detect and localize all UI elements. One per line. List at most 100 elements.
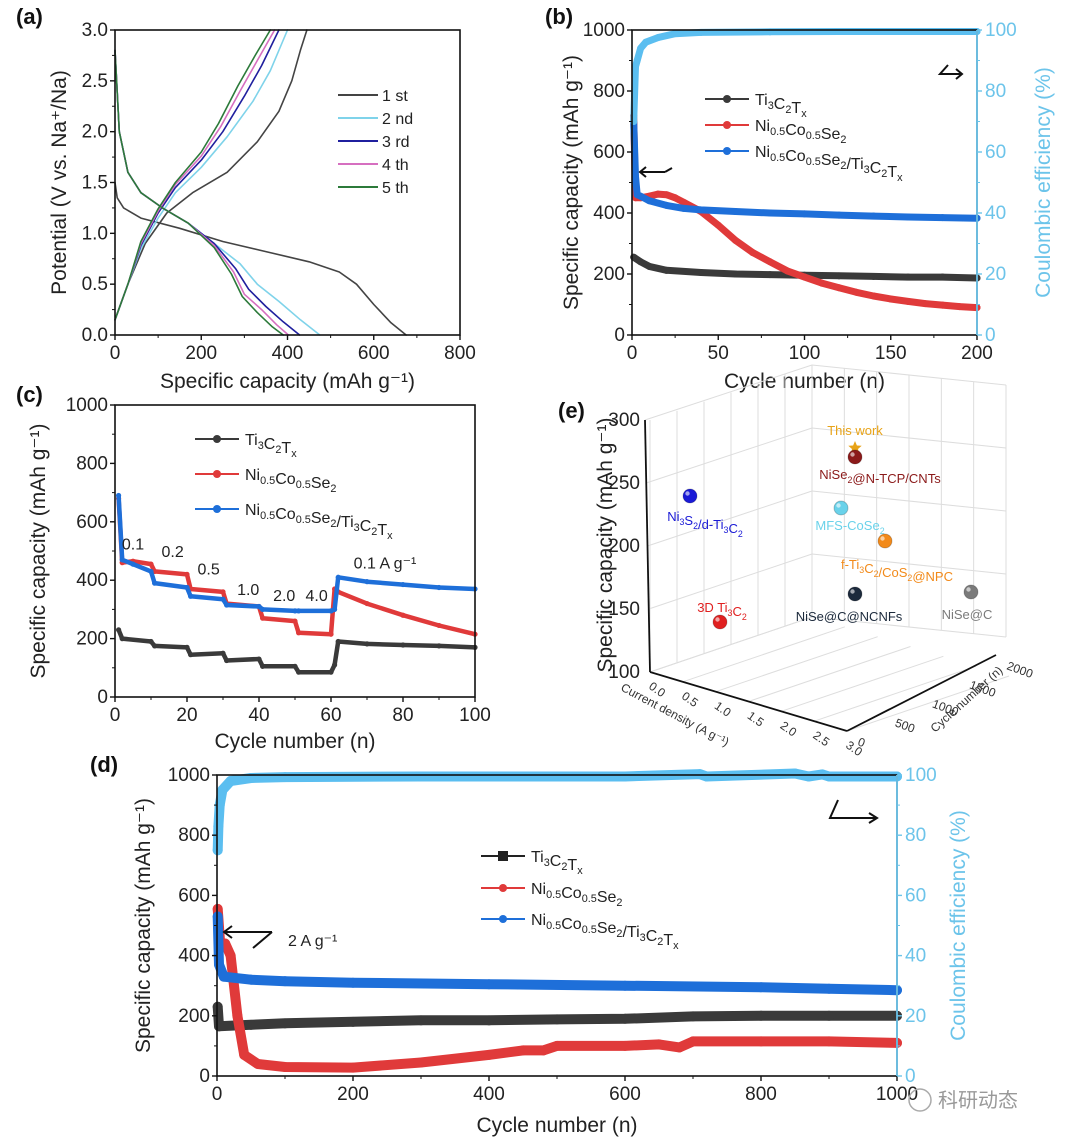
- legend-label: 3 rd: [382, 134, 410, 151]
- y-tick-label: 600: [76, 512, 108, 533]
- charge-curve: [114, 29, 308, 321]
- data-point: [224, 602, 230, 608]
- data-point: [217, 785, 228, 796]
- data-point: [218, 971, 229, 982]
- data-point: [348, 1016, 358, 1027]
- data-point: [552, 1014, 562, 1025]
- data-point: [732, 270, 739, 278]
- panel-label: (e): [558, 398, 585, 423]
- x-axis-label: Specific capacity (mAh g⁻¹): [160, 370, 415, 393]
- y-tick-label: 800: [76, 453, 108, 474]
- floor-grid: [814, 665, 977, 722]
- legend-label: 1 st: [382, 88, 408, 105]
- data-point: [620, 1013, 630, 1024]
- data-point: [633, 57, 641, 64]
- data-point: [400, 642, 406, 648]
- legend-marker: [213, 470, 221, 478]
- data-point: [292, 663, 298, 669]
- data-point: [213, 821, 224, 832]
- data-point: [364, 641, 370, 647]
- data-point: [280, 1018, 290, 1029]
- legend-marker: [499, 915, 507, 923]
- rate-label: 0.1 A g⁻¹: [354, 556, 417, 573]
- data-point: [766, 271, 774, 279]
- data-point: [756, 982, 766, 993]
- data-point: [538, 1045, 549, 1056]
- data-point: [130, 561, 136, 567]
- data-point: [296, 608, 302, 614]
- z-tick-label: 200: [608, 536, 640, 557]
- y-right-tick-label: 100: [985, 20, 1017, 41]
- data-point: [436, 643, 442, 649]
- z-tick-label: 150: [608, 599, 640, 620]
- point-label: f-Ti3C2/CoS2@NPC: [841, 557, 953, 584]
- legend-label: Ni0.5Co0.5Se2/Ti3C2Tx: [755, 144, 903, 184]
- data-point: [756, 1036, 766, 1047]
- y-tick-label: 400: [76, 570, 108, 591]
- sphere-highlight: [850, 589, 855, 594]
- panel-label: (b): [545, 4, 573, 29]
- rate-label: 2.0: [273, 588, 295, 605]
- plot-frame: [631, 29, 978, 336]
- y-tick-label: 200: [178, 1006, 210, 1027]
- data-point: [292, 618, 298, 624]
- data-point: [188, 652, 194, 658]
- x-tick-label: 1000: [876, 1084, 918, 1105]
- discharge-curve: [114, 49, 321, 336]
- x-tick-label: 0.5: [679, 689, 701, 710]
- data-point: [332, 606, 338, 613]
- data-point: [939, 301, 946, 309]
- y-tick-label: 2.5: [82, 71, 108, 92]
- x-tick-label: 400: [473, 1084, 505, 1105]
- y-right-tick-label: 100: [905, 765, 937, 786]
- legend-label: 4 th: [382, 157, 409, 174]
- y-tick-label: 1000: [168, 765, 210, 786]
- data-point: [663, 201, 670, 209]
- data-point: [801, 273, 808, 281]
- series-3rd: [114, 29, 301, 336]
- legend-label: 2 nd: [382, 111, 413, 128]
- floor-grid: [846, 675, 1010, 732]
- data-point: [671, 30, 679, 38]
- data-point: [749, 249, 757, 257]
- sphere-highlight: [685, 491, 690, 496]
- data-point: [220, 589, 226, 595]
- data-point: [188, 593, 194, 599]
- data-point: [220, 650, 226, 656]
- x-tick-label: 80: [392, 705, 413, 726]
- data-point: [870, 292, 877, 300]
- legend-label: Ni0.5Co0.5Se2: [755, 118, 846, 146]
- legend-marker: [213, 435, 221, 443]
- panel-label: (a): [16, 4, 43, 29]
- data-point: [552, 1040, 562, 1051]
- x-tick-label: 800: [745, 1084, 777, 1105]
- discharge-curve: [114, 181, 407, 336]
- data-point: [663, 266, 670, 274]
- sphere-marker: [847, 449, 863, 465]
- floor-grid: [682, 626, 845, 683]
- data-point: [148, 568, 154, 575]
- data-point: [225, 776, 236, 787]
- data-point: [654, 34, 662, 42]
- data-point: [956, 303, 964, 311]
- data-point: [783, 267, 791, 275]
- x-tick-label: 0: [627, 343, 638, 364]
- y-tick-label: 1.5: [82, 173, 108, 194]
- legend-marker: [499, 884, 507, 892]
- y-tick-label: 500: [893, 716, 917, 736]
- sphere-highlight: [880, 536, 885, 541]
- data-point: [904, 297, 912, 305]
- data-point: [214, 1021, 225, 1032]
- panel-a-potential-profile: (a) 0 200 400 600 800 0.0 0.5 1.0 1.5 2.0 2.5 3.0 Spe…: [16, 4, 476, 393]
- data-point: [756, 1010, 766, 1021]
- data-point: [518, 1045, 528, 1056]
- data-point: [116, 492, 122, 499]
- data-point: [296, 630, 302, 636]
- data-point: [824, 1010, 834, 1021]
- data-point: [671, 194, 679, 202]
- data-point: [835, 28, 843, 36]
- data-point: [260, 606, 266, 613]
- right-arrow-icon: [937, 64, 964, 80]
